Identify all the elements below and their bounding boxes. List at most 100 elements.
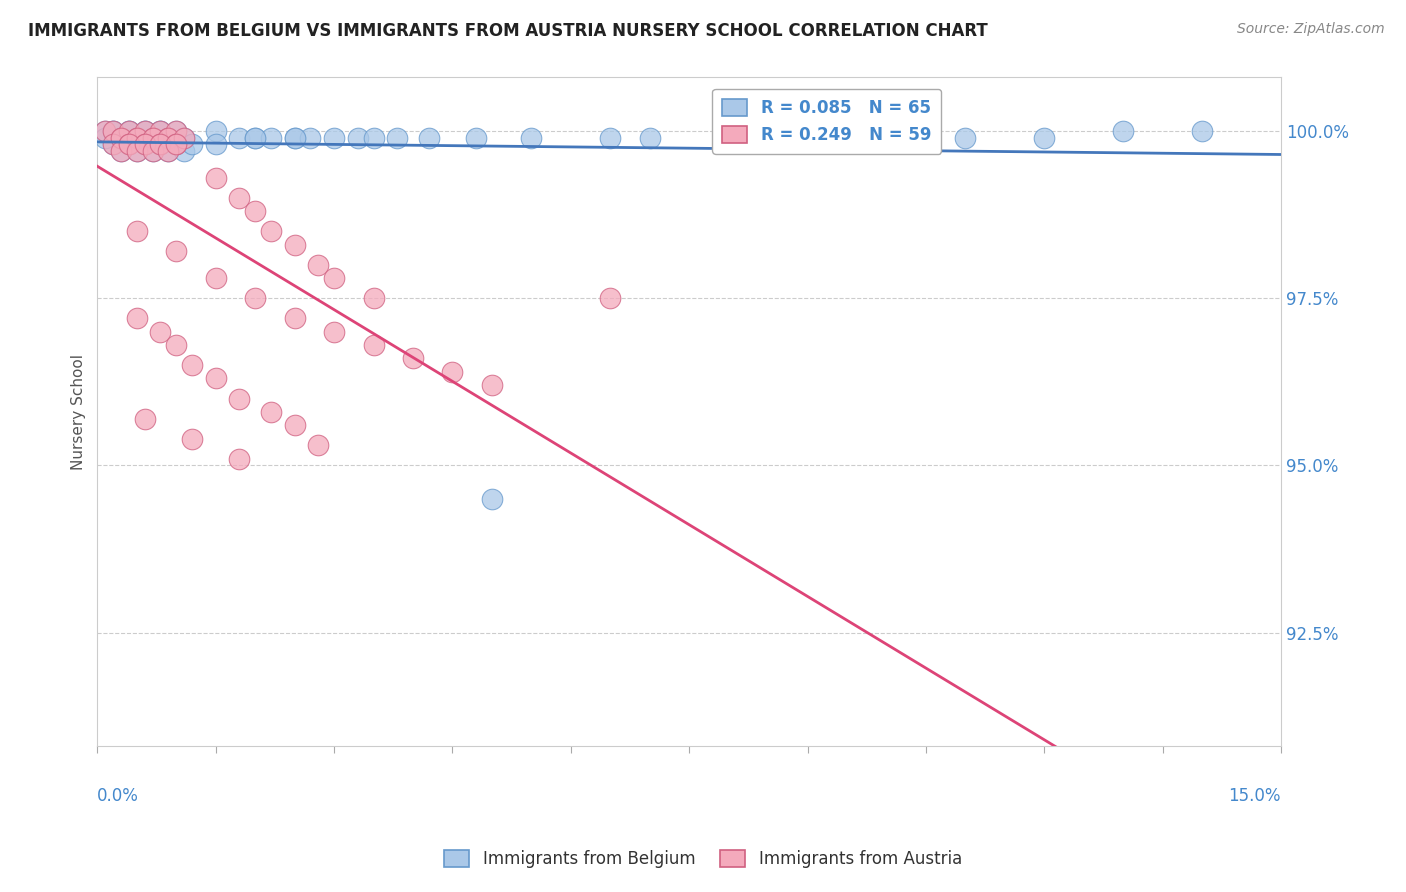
- Point: [110, 144, 132, 158]
- Y-axis label: Nursery School: Nursery School: [72, 354, 86, 470]
- Point: [165, 338, 187, 352]
- Point: [204, 124, 226, 138]
- Point: [94, 124, 117, 138]
- Point: [110, 130, 132, 145]
- Point: [157, 130, 180, 145]
- Point: [149, 124, 172, 138]
- Point: [638, 130, 661, 145]
- Point: [307, 438, 329, 452]
- Point: [260, 224, 283, 238]
- Point: [110, 130, 132, 145]
- Point: [101, 124, 124, 138]
- Legend: R = 0.085   N = 65, R = 0.249   N = 59: R = 0.085 N = 65, R = 0.249 N = 59: [713, 89, 941, 153]
- Point: [110, 130, 132, 145]
- Point: [165, 124, 187, 138]
- Point: [481, 378, 503, 392]
- Point: [142, 144, 165, 158]
- Point: [228, 451, 250, 466]
- Point: [94, 124, 117, 138]
- Point: [165, 124, 187, 138]
- Point: [243, 130, 266, 145]
- Point: [204, 137, 226, 152]
- Point: [165, 244, 187, 259]
- Point: [260, 405, 283, 419]
- Point: [284, 130, 307, 145]
- Text: 0.0%: 0.0%: [97, 787, 139, 805]
- Point: [181, 432, 204, 446]
- Point: [243, 291, 266, 305]
- Point: [243, 204, 266, 219]
- Point: [125, 130, 148, 145]
- Point: [307, 258, 329, 272]
- Point: [260, 130, 283, 145]
- Point: [323, 325, 346, 339]
- Point: [875, 130, 897, 145]
- Point: [181, 358, 204, 372]
- Point: [418, 130, 440, 145]
- Point: [134, 124, 156, 138]
- Point: [520, 130, 543, 145]
- Point: [134, 137, 156, 152]
- Point: [134, 124, 156, 138]
- Point: [101, 124, 124, 138]
- Point: [599, 130, 621, 145]
- Point: [363, 291, 385, 305]
- Point: [284, 237, 307, 252]
- Point: [149, 137, 172, 152]
- Point: [157, 130, 180, 145]
- Point: [157, 144, 180, 158]
- Point: [402, 351, 425, 366]
- Point: [243, 130, 266, 145]
- Text: 15.0%: 15.0%: [1229, 787, 1281, 805]
- Point: [142, 130, 165, 145]
- Text: IMMIGRANTS FROM BELGIUM VS IMMIGRANTS FROM AUSTRIA NURSERY SCHOOL CORRELATION CH: IMMIGRANTS FROM BELGIUM VS IMMIGRANTS FR…: [28, 22, 988, 40]
- Point: [323, 271, 346, 285]
- Point: [228, 130, 250, 145]
- Point: [157, 144, 180, 158]
- Point: [173, 130, 195, 145]
- Legend: Immigrants from Belgium, Immigrants from Austria: Immigrants from Belgium, Immigrants from…: [437, 843, 969, 875]
- Point: [173, 130, 195, 145]
- Point: [134, 137, 156, 152]
- Point: [204, 271, 226, 285]
- Point: [228, 392, 250, 406]
- Point: [149, 124, 172, 138]
- Point: [1112, 124, 1135, 138]
- Point: [955, 130, 977, 145]
- Point: [110, 130, 132, 145]
- Point: [284, 418, 307, 433]
- Point: [125, 144, 148, 158]
- Point: [149, 325, 172, 339]
- Point: [101, 137, 124, 152]
- Point: [1191, 124, 1213, 138]
- Point: [157, 130, 180, 145]
- Point: [284, 311, 307, 326]
- Point: [118, 137, 141, 152]
- Point: [110, 130, 132, 145]
- Point: [134, 137, 156, 152]
- Point: [323, 130, 346, 145]
- Point: [796, 130, 818, 145]
- Text: Source: ZipAtlas.com: Source: ZipAtlas.com: [1237, 22, 1385, 37]
- Point: [134, 411, 156, 425]
- Point: [173, 144, 195, 158]
- Point: [118, 124, 141, 138]
- Point: [101, 137, 124, 152]
- Point: [204, 371, 226, 385]
- Point: [181, 137, 204, 152]
- Point: [125, 311, 148, 326]
- Point: [125, 130, 148, 145]
- Point: [284, 130, 307, 145]
- Point: [465, 130, 488, 145]
- Point: [717, 130, 740, 145]
- Point: [142, 130, 165, 145]
- Point: [149, 124, 172, 138]
- Point: [101, 124, 124, 138]
- Point: [149, 137, 172, 152]
- Point: [441, 365, 464, 379]
- Point: [228, 191, 250, 205]
- Point: [204, 170, 226, 185]
- Point: [125, 144, 148, 158]
- Point: [110, 144, 132, 158]
- Point: [125, 130, 148, 145]
